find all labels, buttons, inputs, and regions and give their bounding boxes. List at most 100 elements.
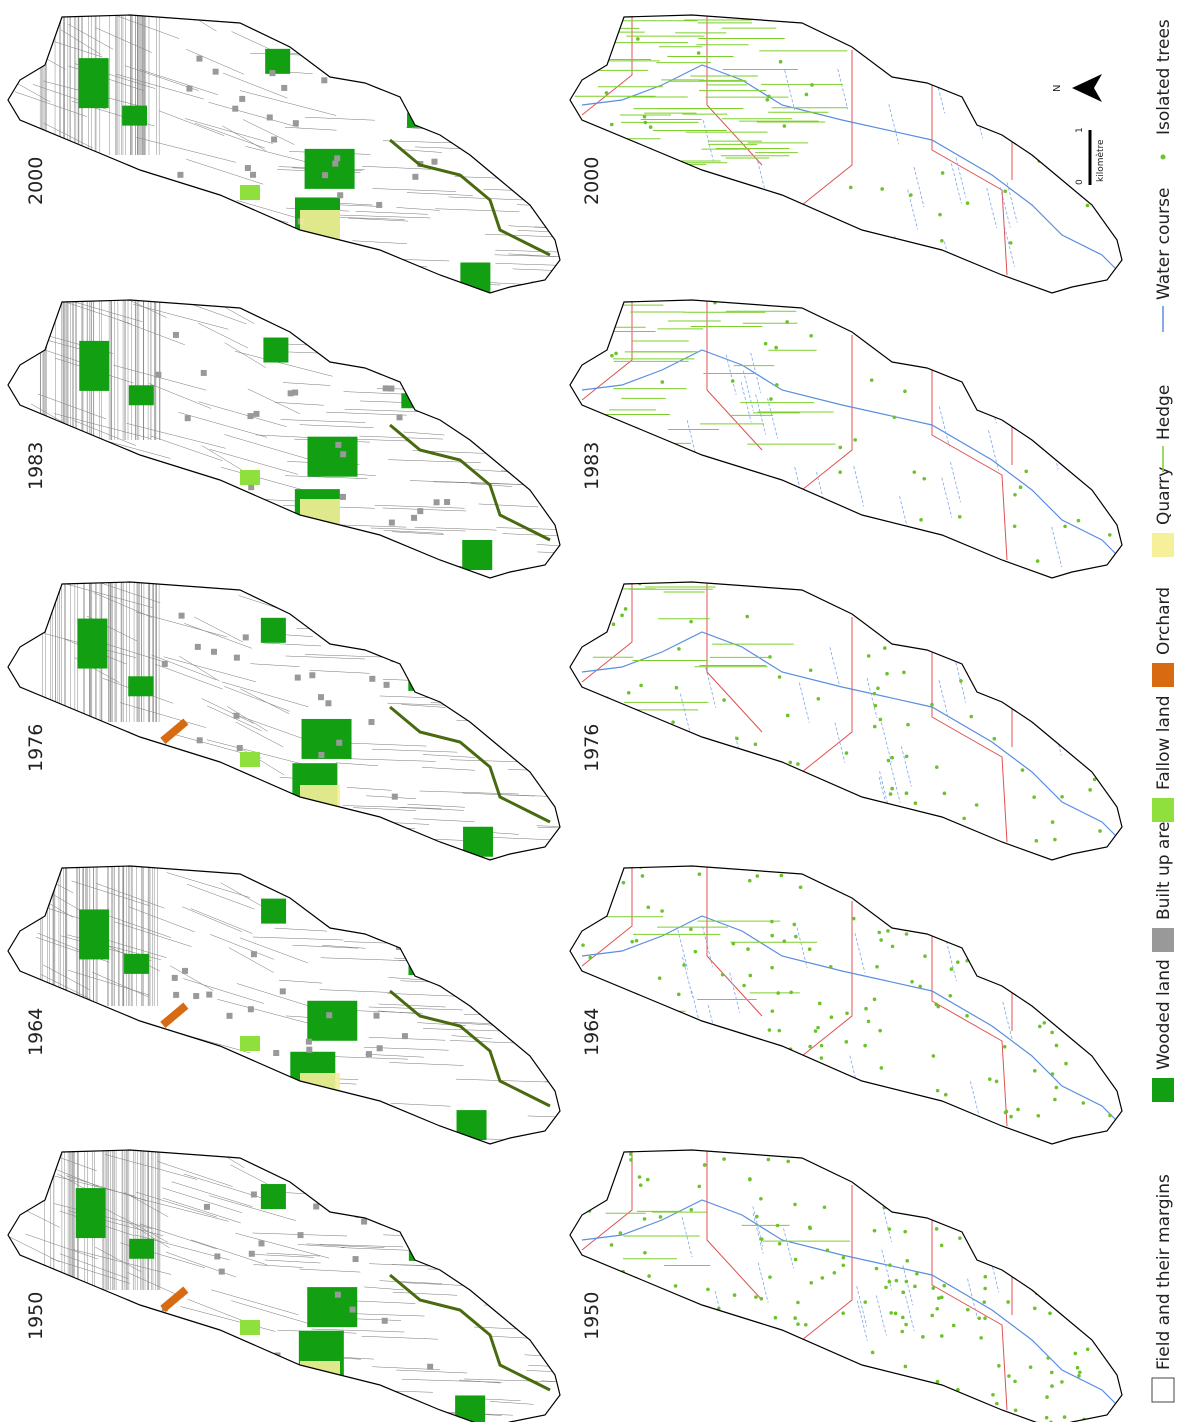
built-up: [444, 499, 450, 505]
tributary: [736, 736, 746, 776]
field-line: [243, 120, 294, 145]
built-up: [382, 1318, 388, 1324]
isolated-tree: [613, 858, 617, 862]
isolated-tree: [1102, 1230, 1106, 1234]
isolated-tree: [689, 1325, 693, 1329]
isolated-tree: [755, 874, 759, 878]
built-up: [271, 136, 277, 142]
field-line: [302, 888, 374, 891]
isolated-tree: [958, 554, 962, 558]
isolated-tree: [929, 1210, 933, 1214]
isolated-tree: [778, 7, 782, 11]
built-up: [269, 70, 275, 76]
legend: Field and their marginsWooded landBuilt …: [1152, 19, 1174, 1402]
field-line: [471, 483, 548, 486]
field-line: [0, 1070, 88, 1095]
isolated-tree: [968, 910, 972, 914]
field-line: [372, 189, 456, 192]
field-line: [498, 794, 581, 797]
field-line: [139, 216, 232, 241]
isolated-tree: [783, 566, 787, 570]
isolated-tree: [1088, 394, 1092, 398]
isolated-tree: [1005, 1236, 1009, 1240]
wooded-land: [122, 106, 147, 126]
isolated-tree: [643, 115, 647, 119]
isolated-tree: [573, 1059, 577, 1063]
field-line: [341, 1212, 399, 1215]
isolated-tree: [614, 352, 618, 356]
isolated-tree: [912, 470, 916, 474]
field-line: [23, 490, 121, 515]
isolated-tree: [962, 817, 966, 821]
isolated-tree: [942, 1284, 946, 1288]
isolated-tree: [605, 91, 609, 95]
built-up: [180, 213, 186, 219]
tributary: [857, 1301, 867, 1341]
isolated-tree: [884, 1286, 888, 1290]
built-up: [195, 644, 201, 650]
field-line: [318, 1101, 367, 1104]
isolated-tree: [636, 37, 640, 41]
wooded-land: [307, 437, 357, 477]
hedge-map: 2000: [562, 7, 1122, 293]
isolated-tree: [1112, 1349, 1116, 1353]
isolated-tree: [715, 1120, 719, 1124]
isolated-tree: [697, 51, 701, 55]
isolated-tree: [690, 1353, 694, 1357]
isolated-tree: [1050, 861, 1054, 865]
isolated-tree: [631, 1340, 635, 1344]
isolated-tree: [769, 397, 773, 401]
field-line: [112, 192, 160, 217]
built-up: [298, 1232, 304, 1238]
tributary: [879, 777, 889, 817]
built-up: [397, 414, 403, 420]
isolated-tree: [666, 1088, 670, 1092]
field-line: [254, 1138, 316, 1141]
isolated-tree: [765, 98, 769, 102]
built-up: [340, 451, 346, 457]
isolated-tree: [634, 1391, 638, 1395]
field-line: [538, 483, 622, 486]
field-line: [496, 528, 593, 531]
field-line: [482, 837, 557, 840]
field-line: [268, 583, 344, 586]
isolated-tree: [1045, 1395, 1049, 1399]
isolated-tree: [610, 1143, 614, 1147]
isolated-tree: [1038, 1025, 1042, 1029]
built-up: [350, 1307, 356, 1313]
stream: [390, 140, 550, 255]
isolated-tree: [685, 1314, 689, 1318]
field-line: [423, 754, 475, 757]
field-line: [473, 332, 571, 335]
tributary: [1048, 429, 1058, 469]
field-line: [115, 1019, 155, 1044]
field-line: [248, 258, 322, 283]
field-line: [164, 657, 256, 682]
isolated-tree: [770, 920, 774, 924]
built-up: [309, 672, 315, 678]
field-line: [88, 1400, 175, 1422]
field-line: [330, 72, 424, 75]
wooded-land: [77, 619, 107, 669]
isolated-tree: [795, 1148, 799, 1152]
wooded-land: [261, 618, 286, 643]
tributary: [751, 353, 761, 393]
field-line: [558, 939, 643, 942]
built-up: [295, 675, 301, 681]
isolated-tree: [951, 1184, 955, 1188]
isolated-tree: [595, 492, 599, 496]
field-line: [246, 805, 340, 830]
field-line: [224, 1117, 314, 1142]
isolated-tree: [568, 1410, 572, 1414]
field-line: [232, 1082, 284, 1107]
isolated-tree: [587, 1204, 591, 1208]
field-line: [485, 939, 550, 942]
field-line: [501, 1162, 574, 1165]
isolated-tree: [565, 892, 569, 896]
wooded-land: [261, 899, 286, 924]
isolated-tree: [790, 857, 794, 861]
isolated-tree: [1011, 661, 1015, 665]
tributary: [867, 678, 877, 718]
built-up: [219, 1269, 225, 1275]
isolated-tree: [786, 528, 790, 532]
